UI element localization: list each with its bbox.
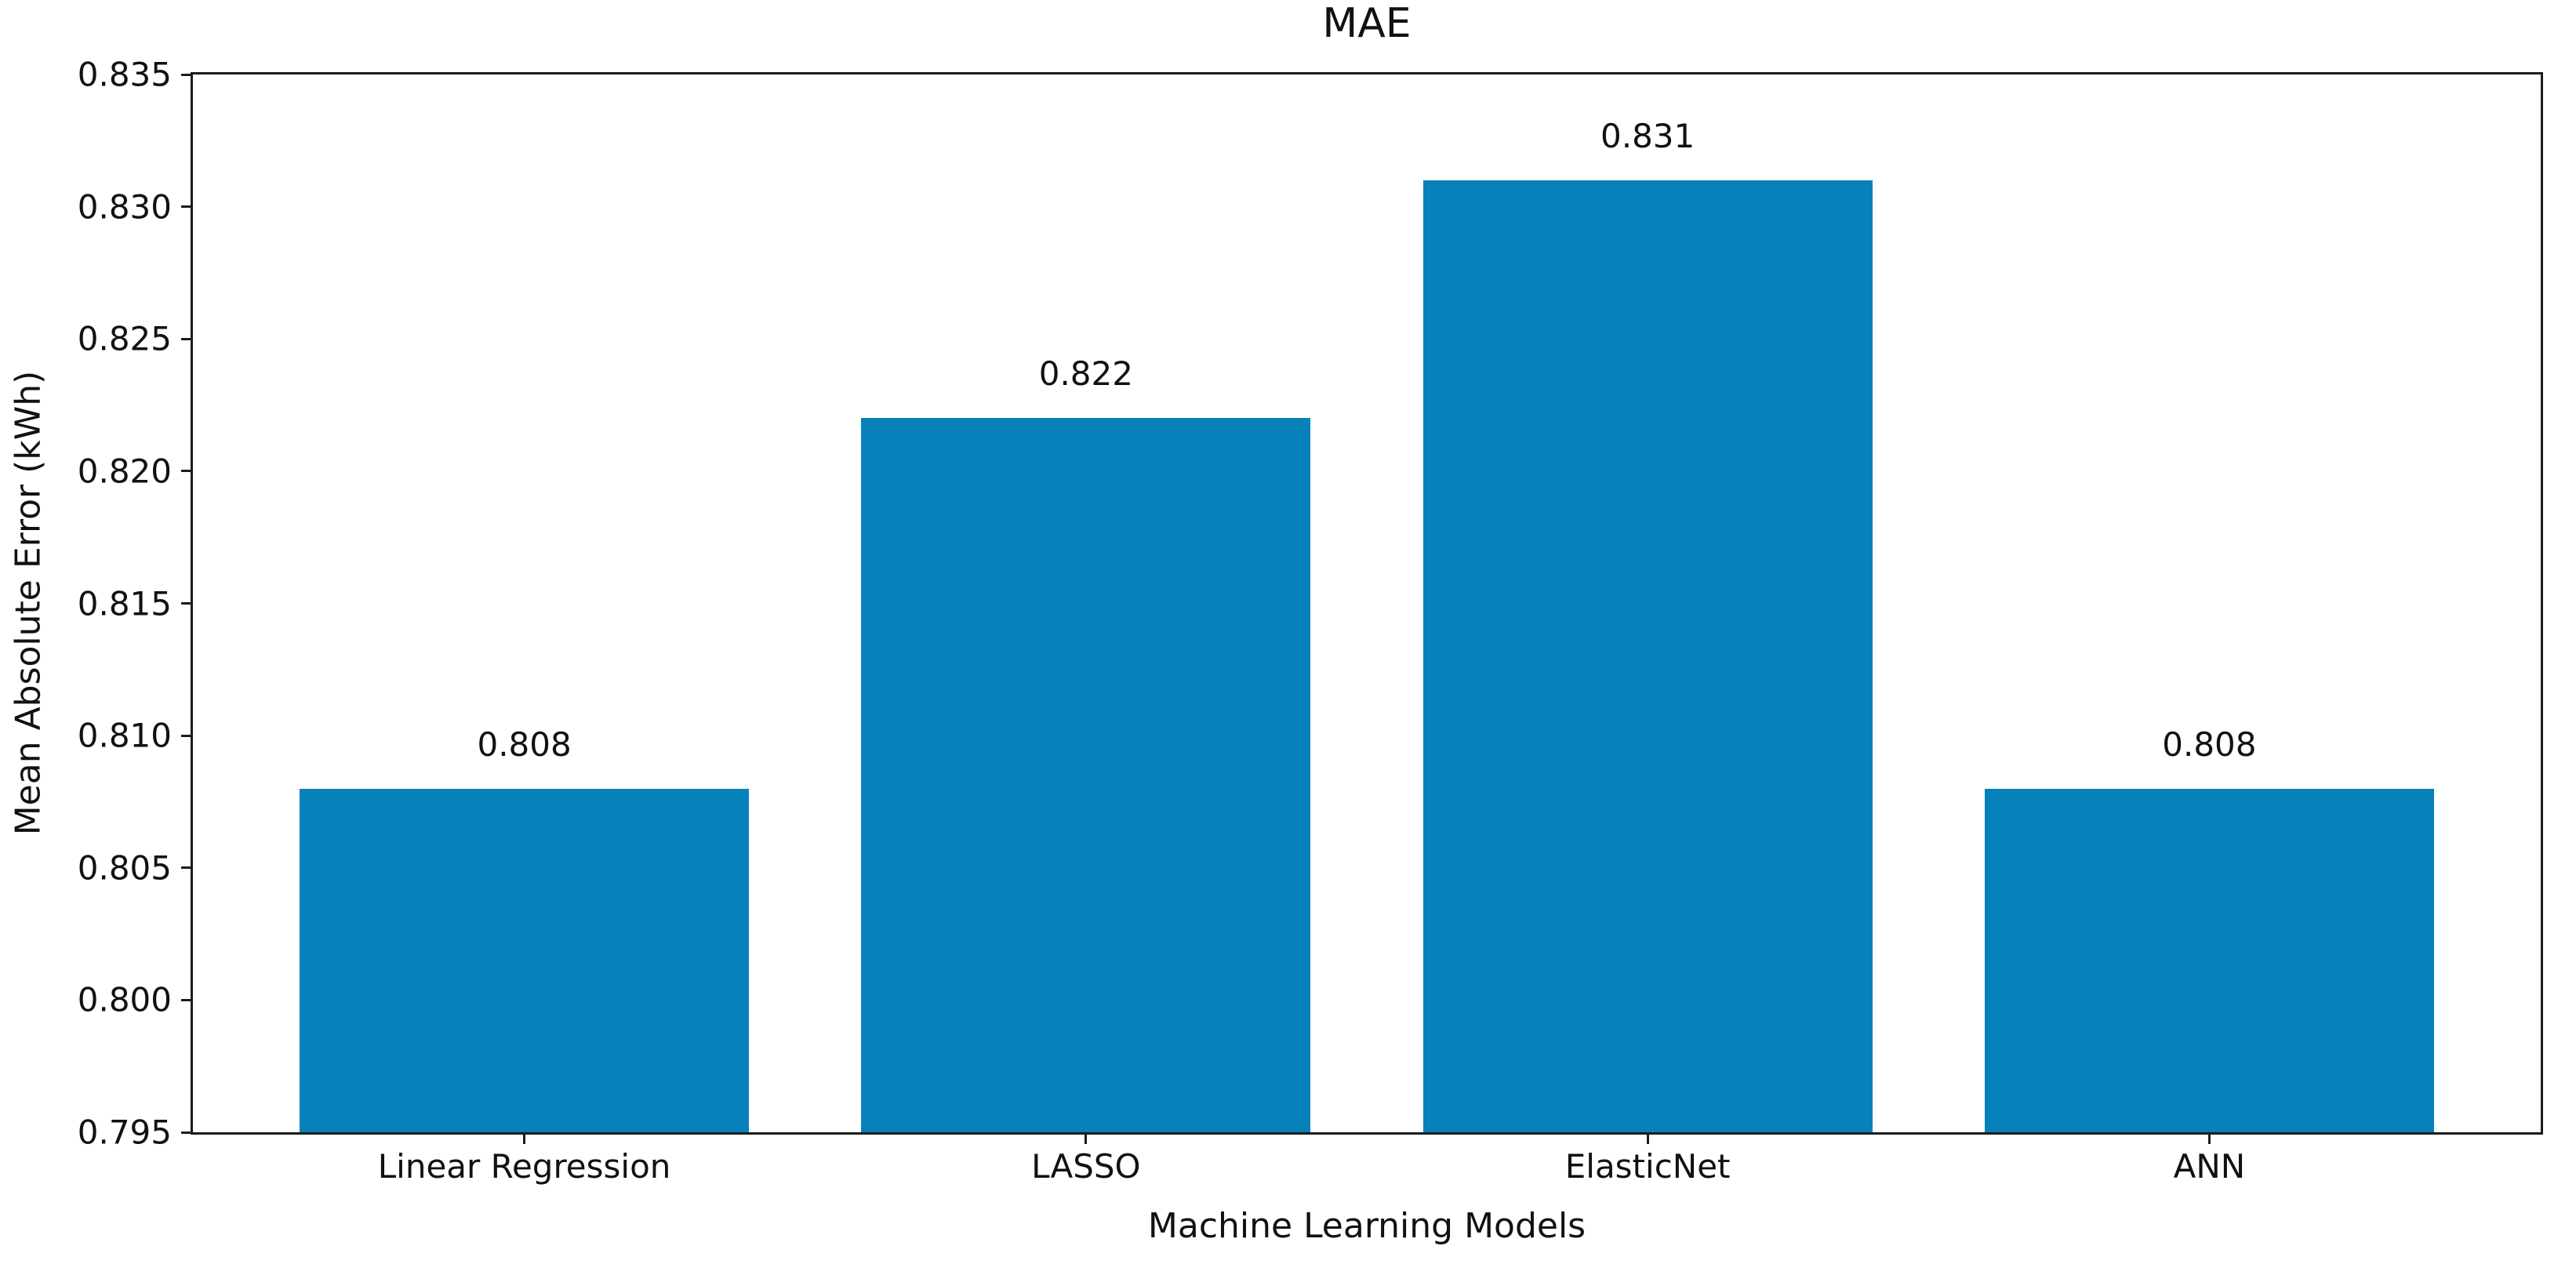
y-tick-label: 0.815 <box>77 584 172 623</box>
x-tick-mark <box>1646 1135 1649 1144</box>
bar-linear-regression <box>300 788 750 1132</box>
bar-value-label: 0.831 <box>1600 116 1695 155</box>
y-tick-mark <box>181 602 191 605</box>
bar-lasso <box>861 418 1311 1132</box>
y-tick-mark <box>181 734 191 737</box>
x-tick-mark <box>2207 1135 2211 1144</box>
y-tick-label: 0.835 <box>77 55 172 94</box>
y-tick-mark <box>181 470 191 473</box>
bar-value-label: 0.822 <box>1038 354 1133 394</box>
x-tick-label: ElasticNet <box>1564 1147 1731 1186</box>
bar-elasticnet <box>1422 180 1873 1132</box>
chart-title: MAE <box>1322 0 1412 47</box>
y-tick-label: 0.810 <box>77 716 172 755</box>
y-tick-mark <box>181 337 191 340</box>
y-tick-label: 0.825 <box>77 319 172 358</box>
y-tick-label: 0.820 <box>77 452 172 491</box>
y-tick-label: 0.830 <box>77 187 172 227</box>
x-axis-label: Machine Learning Models <box>1147 1206 1586 1246</box>
y-tick-mark <box>181 73 191 76</box>
x-tick-mark <box>1085 1135 1088 1144</box>
y-tick-mark <box>181 866 191 870</box>
y-tick-label: 0.800 <box>77 980 172 1019</box>
y-tick-label: 0.795 <box>77 1113 172 1152</box>
y-tick-mark <box>181 1131 191 1134</box>
y-tick-label: 0.805 <box>77 848 172 888</box>
x-tick-mark <box>523 1135 526 1144</box>
y-tick-mark <box>181 205 191 209</box>
y-tick-mark <box>181 998 191 1001</box>
x-tick-label: LASSO <box>1031 1147 1141 1186</box>
plot-area: 0.808 0.822 0.831 0.808 <box>191 72 2543 1135</box>
x-tick-label: Linear Regression <box>377 1147 671 1186</box>
x-tick-label: ANN <box>2173 1147 2246 1186</box>
bar-ann <box>1984 788 2434 1132</box>
bar-value-label: 0.808 <box>477 725 572 764</box>
bar-value-label: 0.808 <box>2162 725 2257 764</box>
